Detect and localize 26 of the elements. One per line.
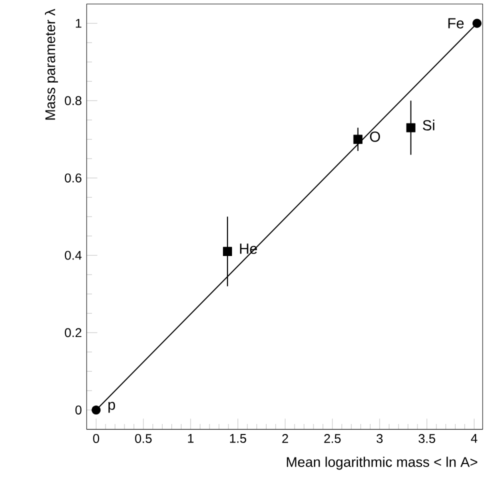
- y-tick-label: 0.4: [64, 250, 82, 260]
- y-axis-title: Mass parameter λ: [44, 8, 58, 120]
- x-axis-title: Mean logarithmic mass < ln A>: [286, 456, 478, 470]
- point: [92, 405, 101, 415]
- point: [222, 246, 232, 256]
- x-tick-label: 4: [470, 434, 478, 443]
- y-tick-label: 0: [75, 406, 82, 414]
- x-tick-label: 3.5: [418, 434, 436, 443]
- annotation: Si: [422, 120, 434, 130]
- y-tick-label: 0.2: [64, 328, 82, 338]
- annotation: p: [108, 402, 116, 413]
- point: [406, 123, 416, 132]
- point: [472, 18, 482, 28]
- point: [353, 134, 362, 144]
- x-tick-label: 0.5: [135, 434, 152, 443]
- x-tick-label: 3: [376, 434, 383, 443]
- y-tick-label: 1: [76, 18, 82, 28]
- annotation: Fe: [448, 18, 464, 28]
- x-tick-label: 2: [282, 434, 288, 443]
- x-tick-label: 1: [188, 434, 194, 443]
- annotation: O: [370, 131, 380, 142]
- x-tick-label: 2.5: [324, 434, 341, 443]
- y-tick-label: 0.8: [64, 96, 82, 106]
- x-tick-label: 1.5: [230, 434, 246, 443]
- x-tick-label: 0: [93, 434, 100, 443]
- y-tick-label: 0.6: [64, 174, 82, 182]
